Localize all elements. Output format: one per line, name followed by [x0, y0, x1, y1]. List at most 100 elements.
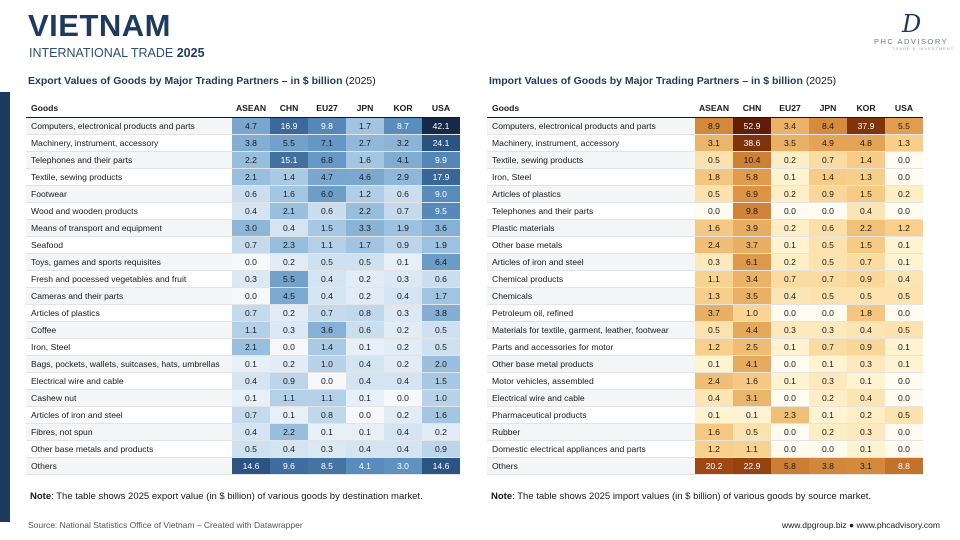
import-table-row: Electrical wire and cable 0.4 3.1 0.0 0.2 0.4… — [487, 389, 923, 407]
export-cell-asean: 0.7 — [232, 304, 270, 322]
export-row-label: Wood and wooden products — [26, 202, 232, 220]
website-links[interactable]: www.dpgroup.biz ● www.phcadvisory.com — [781, 520, 940, 530]
export-table-row: Coffee 1.1 0.3 3.6 0.6 0.2 0.5 — [26, 321, 460, 339]
import-cell-usa: 0.4 — [885, 270, 923, 288]
import-cell-asean: 1.2 — [695, 338, 733, 356]
export-cell-chn: 1.1 — [270, 389, 308, 407]
import-row-label: Articles of plastics — [487, 185, 695, 203]
import-cell-eu27: 0.0 — [771, 355, 809, 373]
export-cell-jpn: 3.3 — [346, 219, 384, 237]
export-cell-jpn: 0.1 — [346, 389, 384, 407]
export-cell-eu27: 0.4 — [308, 287, 346, 305]
import-cell-eu27: 0.0 — [771, 202, 809, 220]
subtitle-text: INTERNATIONAL TRADE — [29, 46, 174, 60]
export-cell-eu27: 0.1 — [308, 423, 346, 441]
export-table-title: Export Values of Goods by Major Trading … — [28, 75, 376, 87]
export-table-row: Electrical wire and cable 0.4 0.9 0.0 0.4 0.4… — [26, 372, 460, 390]
export-cell-chn: 4.5 — [270, 287, 308, 305]
import-cell-asean: 0.3 — [695, 253, 733, 271]
export-cell-kor: 0.4 — [384, 423, 422, 441]
export-title-text: Export Values of Goods by Major Trading … — [28, 75, 343, 87]
import-row-label: Textile, sewing products — [487, 151, 695, 169]
import-cell-eu27: 0.1 — [771, 372, 809, 390]
import-col-header-kor: KOR — [847, 100, 885, 118]
export-cell-chn: 2.2 — [270, 423, 308, 441]
export-cell-usa: 17.9 — [422, 168, 460, 186]
export-cell-chn: 9.6 — [270, 457, 308, 475]
import-table-row: Computers, electronical products and par… — [487, 117, 923, 135]
import-cell-usa: 0.0 — [885, 423, 923, 441]
logo-mark-icon: D — [902, 10, 922, 38]
export-cell-eu27: 0.8 — [308, 406, 346, 424]
import-cell-kor: 0.3 — [847, 355, 885, 373]
export-cell-chn: 0.0 — [270, 338, 308, 356]
import-cell-jpn: 0.2 — [809, 423, 847, 441]
export-table-row: Cameras and their parts 0.0 4.5 0.4 0.2 0.4 1.… — [26, 287, 460, 305]
import-col-header-goods: Goods — [487, 100, 695, 118]
export-cell-usa: 1.7 — [422, 287, 460, 305]
import-cell-chn: 1.6 — [733, 372, 771, 390]
import-cell-asean: 0.5 — [695, 321, 733, 339]
export-cell-usa: 9.9 — [422, 151, 460, 169]
import-table-body: Computers, electronical products and par… — [487, 117, 923, 475]
import-row-label: Domestic electrical appliances and parts — [487, 440, 695, 458]
export-cell-asean: 3.8 — [232, 134, 270, 152]
export-cell-asean: 0.1 — [232, 389, 270, 407]
export-cell-chn: 16.9 — [270, 117, 308, 135]
export-cell-kor: 0.3 — [384, 270, 422, 288]
import-cell-usa: 0.0 — [885, 151, 923, 169]
export-row-label: Computers, electronical products and par… — [26, 117, 232, 135]
import-cell-asean: 1.8 — [695, 168, 733, 186]
export-col-header-asean: ASEAN — [232, 100, 270, 118]
import-cell-usa: 0.0 — [885, 440, 923, 458]
export-cell-jpn: 0.4 — [346, 372, 384, 390]
import-cell-asean: 0.0 — [695, 202, 733, 220]
export-row-label: Others — [26, 457, 232, 475]
export-cell-asean: 2.1 — [232, 338, 270, 356]
import-cell-eu27: 0.0 — [771, 304, 809, 322]
export-cell-asean: 0.7 — [232, 236, 270, 254]
import-cell-kor: 1.4 — [847, 151, 885, 169]
export-cell-kor: 0.3 — [384, 304, 422, 322]
export-row-label: Other base metals and products — [26, 440, 232, 458]
export-cell-eu27: 6.8 — [308, 151, 346, 169]
export-cell-chn: 1.6 — [270, 185, 308, 203]
import-table-row: Other base metals 2.4 3.7 0.1 0.5 1.5 0.1 — [487, 236, 923, 254]
export-cell-asean: 0.4 — [232, 202, 270, 220]
export-table-row: Means of transport and equipment 3.0 0.4 1.… — [26, 219, 460, 237]
import-row-label: Computers, electronical products and par… — [487, 117, 695, 135]
export-cell-eu27: 9.8 — [308, 117, 346, 135]
export-cell-usa: 9.0 — [422, 185, 460, 203]
import-cell-eu27: 0.2 — [771, 151, 809, 169]
import-row-label: Motor vehicles, assembled — [487, 372, 695, 390]
import-table-row: Chemicals 1.3 3.5 0.4 0.5 0.5 0.5 — [487, 287, 923, 305]
export-cell-chn: 2.1 — [270, 202, 308, 220]
import-table-row: Telephones and their parts 0.0 9.8 0.0 0.0 0.… — [487, 202, 923, 220]
import-cell-jpn: 0.1 — [809, 406, 847, 424]
export-cell-asean: 14.6 — [232, 457, 270, 475]
import-row-label: Machinery, instrument, accessory — [487, 134, 695, 152]
export-cell-chn: 0.2 — [270, 304, 308, 322]
export-table-row: Cashew nut 0.1 1.1 1.1 0.1 0.0 1.0 — [26, 389, 460, 407]
export-cell-jpn: 0.1 — [346, 423, 384, 441]
import-note-label: Note — [491, 491, 513, 502]
import-cell-usa: 1.2 — [885, 219, 923, 237]
import-row-label: Rubber — [487, 423, 695, 441]
export-cell-usa: 2.0 — [422, 355, 460, 373]
export-cell-jpn: 2.7 — [346, 134, 384, 152]
import-col-header-eu27: EU27 — [771, 100, 809, 118]
import-cell-kor: 4.8 — [847, 134, 885, 152]
export-values-table: Goods ASEAN CHN EU27 JPN KOR USA Computers, el… — [26, 100, 460, 475]
export-cell-asean: 3.0 — [232, 219, 270, 237]
export-cell-kor: 0.4 — [384, 440, 422, 458]
import-row-label: Other base metal products — [487, 355, 695, 373]
export-table-row: Articles of iron and steel 0.7 0.1 0.8 0.0 0.… — [26, 406, 460, 424]
export-row-label: Means of transport and equipment — [26, 219, 232, 237]
export-row-label: Seafood — [26, 236, 232, 254]
export-row-label: Cameras and their parts — [26, 287, 232, 305]
export-cell-usa: 6.4 — [422, 253, 460, 271]
import-cell-kor: 1.3 — [847, 168, 885, 186]
import-header-row: Goods ASEAN CHN EU27 JPN KOR USA — [487, 100, 923, 118]
export-cell-kor: 3.0 — [384, 457, 422, 475]
import-col-header-jpn: JPN — [809, 100, 847, 118]
